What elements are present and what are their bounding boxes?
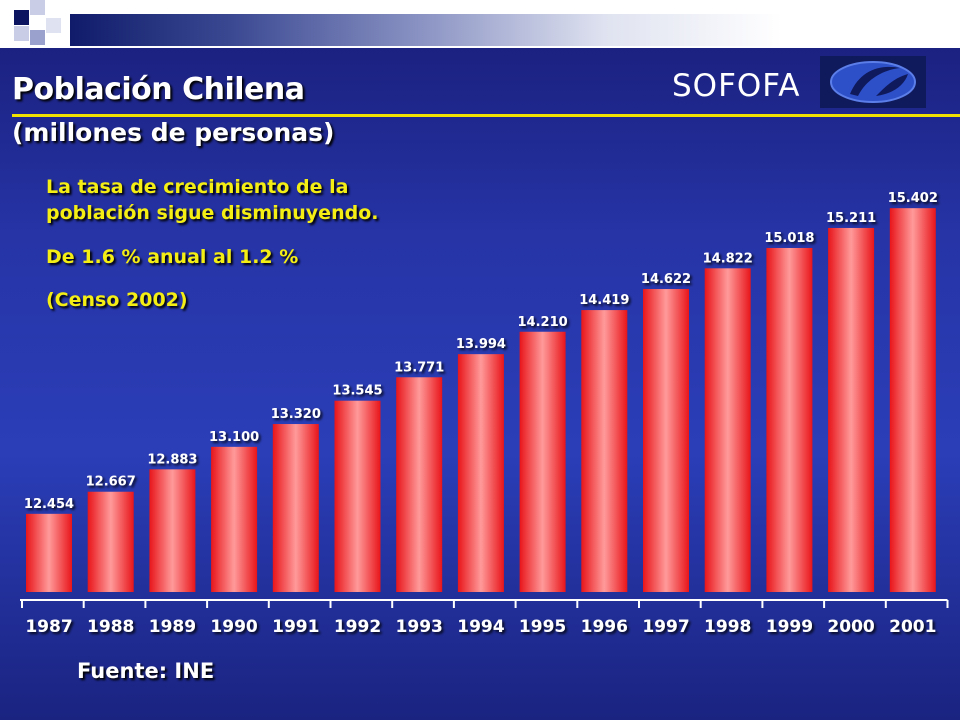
tick-label-1995: 1995 bbox=[519, 617, 566, 637]
brand-logo-icon bbox=[820, 56, 926, 108]
deco-square bbox=[14, 10, 29, 25]
value-label-2000: 15.211 bbox=[826, 211, 876, 226]
value-label-1991: 13.320 bbox=[271, 407, 321, 422]
tick-label-1997: 1997 bbox=[642, 617, 689, 637]
deco-square bbox=[30, 30, 45, 45]
value-label-1993: 13.771 bbox=[394, 360, 444, 375]
tick-label-1994: 1994 bbox=[457, 617, 504, 637]
value-label-1992: 13.545 bbox=[332, 384, 382, 399]
bar-1987 bbox=[26, 513, 72, 592]
tick-label-1988: 1988 bbox=[87, 617, 134, 637]
bar-1993 bbox=[396, 377, 443, 592]
bar-1991 bbox=[272, 424, 319, 592]
top-gradient-strip bbox=[70, 14, 960, 46]
annotation-line-2: población sigue disminuyendo. bbox=[46, 202, 379, 224]
value-label-1989: 12.883 bbox=[147, 452, 197, 467]
value-label-1995: 14.210 bbox=[518, 315, 568, 330]
slide-subtitle: (millones de personas) bbox=[12, 118, 335, 147]
tick-label-1992: 1992 bbox=[334, 617, 381, 637]
value-label-1996: 14.419 bbox=[579, 293, 629, 308]
title-divider bbox=[12, 114, 960, 117]
tick-label-1996: 1996 bbox=[581, 617, 628, 637]
value-label-2001: 15.402 bbox=[888, 191, 938, 206]
tick-label-1998: 1998 bbox=[704, 617, 751, 637]
deco-square bbox=[46, 0, 61, 15]
tick-label-1990: 1990 bbox=[210, 617, 257, 637]
deco-square bbox=[30, 0, 45, 15]
bar-1988 bbox=[87, 491, 134, 592]
bar-2001 bbox=[889, 208, 936, 592]
bar-1989 bbox=[149, 469, 196, 592]
bar-1996 bbox=[581, 310, 628, 592]
value-label-1994: 13.994 bbox=[456, 337, 506, 352]
tick-label-1999: 1999 bbox=[766, 617, 813, 637]
value-label-1988: 12.667 bbox=[86, 475, 136, 490]
bar-1990 bbox=[211, 446, 258, 592]
top-decoration-bar bbox=[0, 0, 960, 48]
annotation-line-3: De 1.6 % anual al 1.2 % bbox=[46, 246, 299, 268]
slide-title: Población Chilena bbox=[12, 72, 305, 107]
tick-label-1993: 1993 bbox=[396, 617, 443, 637]
bar-2000 bbox=[828, 227, 875, 593]
value-label-1990: 13.100 bbox=[209, 430, 259, 445]
value-label-1997: 14.622 bbox=[641, 272, 691, 287]
bar-1994 bbox=[457, 354, 504, 592]
bar-1999 bbox=[766, 247, 813, 593]
deco-square bbox=[14, 26, 29, 41]
brand-name: SOFOFA bbox=[672, 68, 801, 104]
tick-label-1991: 1991 bbox=[272, 617, 319, 637]
bar-1998 bbox=[704, 268, 751, 592]
value-label-1998: 14.822 bbox=[703, 251, 753, 266]
tick-label-2000: 2000 bbox=[827, 617, 874, 637]
deco-square bbox=[46, 18, 61, 33]
tick-label-2001: 2001 bbox=[889, 617, 936, 637]
population-bar-chart: 12.454 12.667 12.883 13.100 13.320 13.545 13.7… bbox=[20, 191, 949, 637]
bar-1997 bbox=[643, 289, 689, 592]
annotation-line-1: La tasa de crecimiento de la bbox=[46, 176, 349, 198]
tick-label-1989: 1989 bbox=[149, 617, 196, 637]
annotation-line-4: (Censo 2002) bbox=[46, 289, 188, 311]
bar-1992 bbox=[334, 400, 381, 592]
tick-label-1987: 1987 bbox=[25, 617, 72, 637]
value-label-1987: 12.454 bbox=[24, 497, 74, 512]
bar-1995 bbox=[519, 331, 566, 592]
data-source: Fuente: INE bbox=[77, 659, 215, 683]
value-label-1999: 15.018 bbox=[764, 231, 814, 246]
